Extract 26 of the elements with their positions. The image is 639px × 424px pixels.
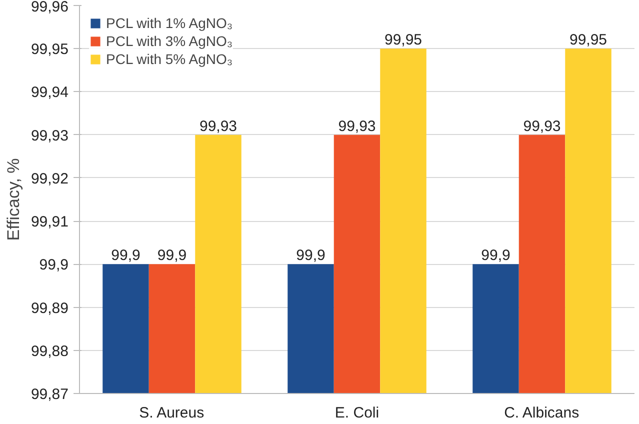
data-label: 99,9: [296, 247, 326, 264]
y-tick-label: 99,94: [30, 84, 69, 102]
data-label: 99,95: [569, 32, 608, 49]
data-label: 99,9: [157, 247, 187, 264]
data-label: 99,93: [523, 118, 561, 135]
x-tick-label: C. Albicans: [504, 404, 580, 422]
legend-label: PCL with 5% AgNO₃: [106, 51, 233, 67]
data-label: 99,93: [338, 118, 376, 135]
y-tick-label: 99,9: [39, 256, 69, 274]
y-tick-label: 99,92: [30, 170, 69, 188]
data-label: 99,95: [384, 32, 422, 49]
x-tick-label: E. Coli: [334, 404, 380, 422]
y-tick-label: 99,87: [30, 386, 69, 403]
x-tick-label: S. Aureus: [139, 404, 204, 422]
y-tick-label: 99,88: [30, 342, 69, 360]
y-tick-label: 99,93: [30, 127, 69, 144]
data-label: 99,93: [199, 118, 238, 135]
y-tick-label: 99,95: [30, 41, 69, 58]
y-tick-label: 99,91: [30, 214, 69, 231]
y-axis-title: Efficacy, %: [4, 158, 23, 241]
legend-label: PCL with 1% AgNO₃: [106, 15, 233, 31]
y-tick-label: 99,96: [30, 0, 69, 16]
y-tick-label: 99,89: [30, 300, 69, 317]
data-label: 99,9: [111, 247, 140, 264]
legend-label: PCL with 3% AgNO₃: [106, 33, 233, 49]
data-label: 99,9: [481, 247, 510, 264]
